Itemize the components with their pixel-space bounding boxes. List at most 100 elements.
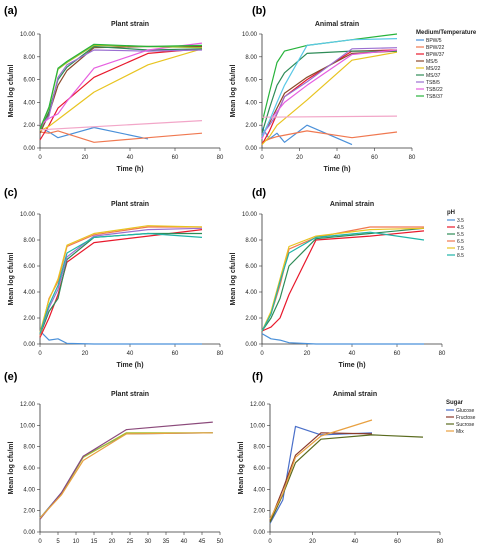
y-tick-label: 4.00 <box>23 100 35 106</box>
legend-item: TSB/37 <box>426 94 443 100</box>
series-line-3 <box>39 227 203 334</box>
y-tick-label: 8.00 <box>23 238 35 244</box>
y-axis-label: Mean log cfu/ml <box>8 65 15 118</box>
y-tick-label: 6.00 <box>245 264 257 270</box>
y-tick-label: 8.00 <box>253 445 265 451</box>
y-tick-label: 8.00 <box>245 238 257 244</box>
legend-item: BPW/37 <box>426 52 445 58</box>
panel-label: (f) <box>252 371 263 383</box>
y-tick-label: 2.00 <box>245 316 257 322</box>
series-line-tsb-5 <box>261 47 398 135</box>
y-tick-label: 12.00 <box>20 402 36 408</box>
y-tick-label: 0.00 <box>245 146 257 152</box>
series-line-sucrose <box>269 434 424 523</box>
x-tick-label: 80 <box>439 351 446 357</box>
y-tick-label: 8.00 <box>23 445 35 451</box>
panel-c: (c) Plant strain 0.00 2.00 4.00 6.00 8.00 10.00… <box>4 187 224 369</box>
series-line-4 <box>39 48 203 132</box>
series-line-ms-22 <box>261 51 398 146</box>
y-axis-label: Mean log cfu/ml <box>8 253 15 306</box>
y-tick-label: 4.00 <box>23 487 35 493</box>
x-tick-label: 0 <box>38 351 42 357</box>
legend-item: 5.5 <box>457 232 464 238</box>
x-tick-label: 15 <box>91 539 98 545</box>
y-tick-label: 2.00 <box>245 123 257 129</box>
series-line-1 <box>39 432 213 519</box>
series-line-fructose <box>269 432 373 522</box>
y-tick-label: 10.00 <box>250 423 266 429</box>
legend-item: 3.5 <box>457 218 464 224</box>
legend-item: TSB/5 <box>426 80 440 86</box>
series-line-3-5 <box>261 333 424 345</box>
legend-item: 7.5 <box>457 246 464 252</box>
x-tick-label: 20 <box>82 351 89 357</box>
y-tick-label: 10.00 <box>242 32 258 38</box>
legend-title: pH <box>447 210 455 216</box>
y-tick-label: 0.00 <box>245 342 257 348</box>
series-line-glucose <box>269 425 373 524</box>
series-line-4 <box>39 226 202 337</box>
series-line-7-5 <box>261 227 425 332</box>
series-line-0 <box>39 330 202 345</box>
x-tick-label: 20 <box>109 539 116 545</box>
series-line-2 <box>39 48 203 141</box>
panel-f: (f) Animal strain 0.00 2.00 4.00 6.00 8.00 10.0… <box>238 371 476 545</box>
series-line-6 <box>39 232 203 334</box>
x-tick-label: 60 <box>172 351 179 357</box>
y-axis-label: Mean log cfu/ml <box>230 65 237 118</box>
y-tick-label: 2.00 <box>23 123 35 129</box>
y-tick-label: 6.00 <box>253 466 265 472</box>
y-tick-label: 0.00 <box>23 342 35 348</box>
y-tick-label: 10.00 <box>242 212 258 218</box>
y-tick-label: 2.00 <box>23 509 35 515</box>
chart-title: Plant strain <box>111 21 149 28</box>
series-line-ms-5 <box>261 50 398 137</box>
x-tick-label: 40 <box>349 351 356 357</box>
x-tick-label: 80 <box>409 155 416 161</box>
x-tick-label: 80 <box>217 155 224 161</box>
x-tick-label: 40 <box>127 351 134 357</box>
series-line-1 <box>39 229 203 338</box>
panel-a: (a) Plant strain 0.00 2.00 4.00 6.00 8.00 10.00… <box>4 5 224 173</box>
x-tick-label: 60 <box>172 155 179 161</box>
x-tick-label: 5 <box>56 539 60 545</box>
y-tick-label: 6.00 <box>23 466 35 472</box>
x-tick-label: 0 <box>260 155 264 161</box>
x-tick-label: 50 <box>217 539 224 545</box>
legend-item: Mix <box>456 429 464 435</box>
y-tick-label: 0.00 <box>253 530 265 536</box>
y-tick-label: 8.00 <box>245 55 257 61</box>
x-tick-label: 20 <box>296 155 303 161</box>
x-tick-label: 20 <box>82 155 89 161</box>
series-line-3 <box>39 432 213 519</box>
legend-item: Glucose <box>456 408 475 414</box>
x-tick-label: 40 <box>127 155 134 161</box>
series-line-10 <box>39 43 203 129</box>
legend-item: MS/5 <box>426 59 438 65</box>
y-tick-label: 0.00 <box>23 146 35 152</box>
legend-title: Sugar <box>446 400 464 406</box>
y-axis-label: Mean log cfu/ml <box>230 253 237 306</box>
chart-title: Animal strain <box>315 21 359 28</box>
series-line-1 <box>39 130 203 143</box>
legend-item: BPW/22 <box>426 45 445 51</box>
x-tick-label: 20 <box>309 539 316 545</box>
chart-title: Animal strain <box>330 201 374 208</box>
x-tick-label: 30 <box>145 539 152 545</box>
y-tick-label: 8.00 <box>23 55 35 61</box>
legend: pH3.54.55.56.57.58.5 <box>447 210 464 259</box>
x-tick-label: 25 <box>127 539 134 545</box>
panel-label: (a) <box>4 5 18 17</box>
series-line-bpw-22 <box>261 130 398 143</box>
series-line-9 <box>39 44 203 129</box>
chart-title: Plant strain <box>111 391 149 398</box>
legend-item: Sucrose <box>456 422 475 428</box>
series-line-8-5 <box>261 231 425 332</box>
y-tick-label: 0.00 <box>23 530 35 536</box>
x-tick-label: 35 <box>163 539 170 545</box>
panel-b: (b) Animal strain 0.00 2.00 4.00 6.00 8.00 10.0… <box>230 5 477 173</box>
y-tick-label: 4.00 <box>23 290 35 296</box>
legend-item: BPW/5 <box>426 38 442 44</box>
x-tick-label: 20 <box>304 351 311 357</box>
panel-label: (e) <box>4 371 18 383</box>
